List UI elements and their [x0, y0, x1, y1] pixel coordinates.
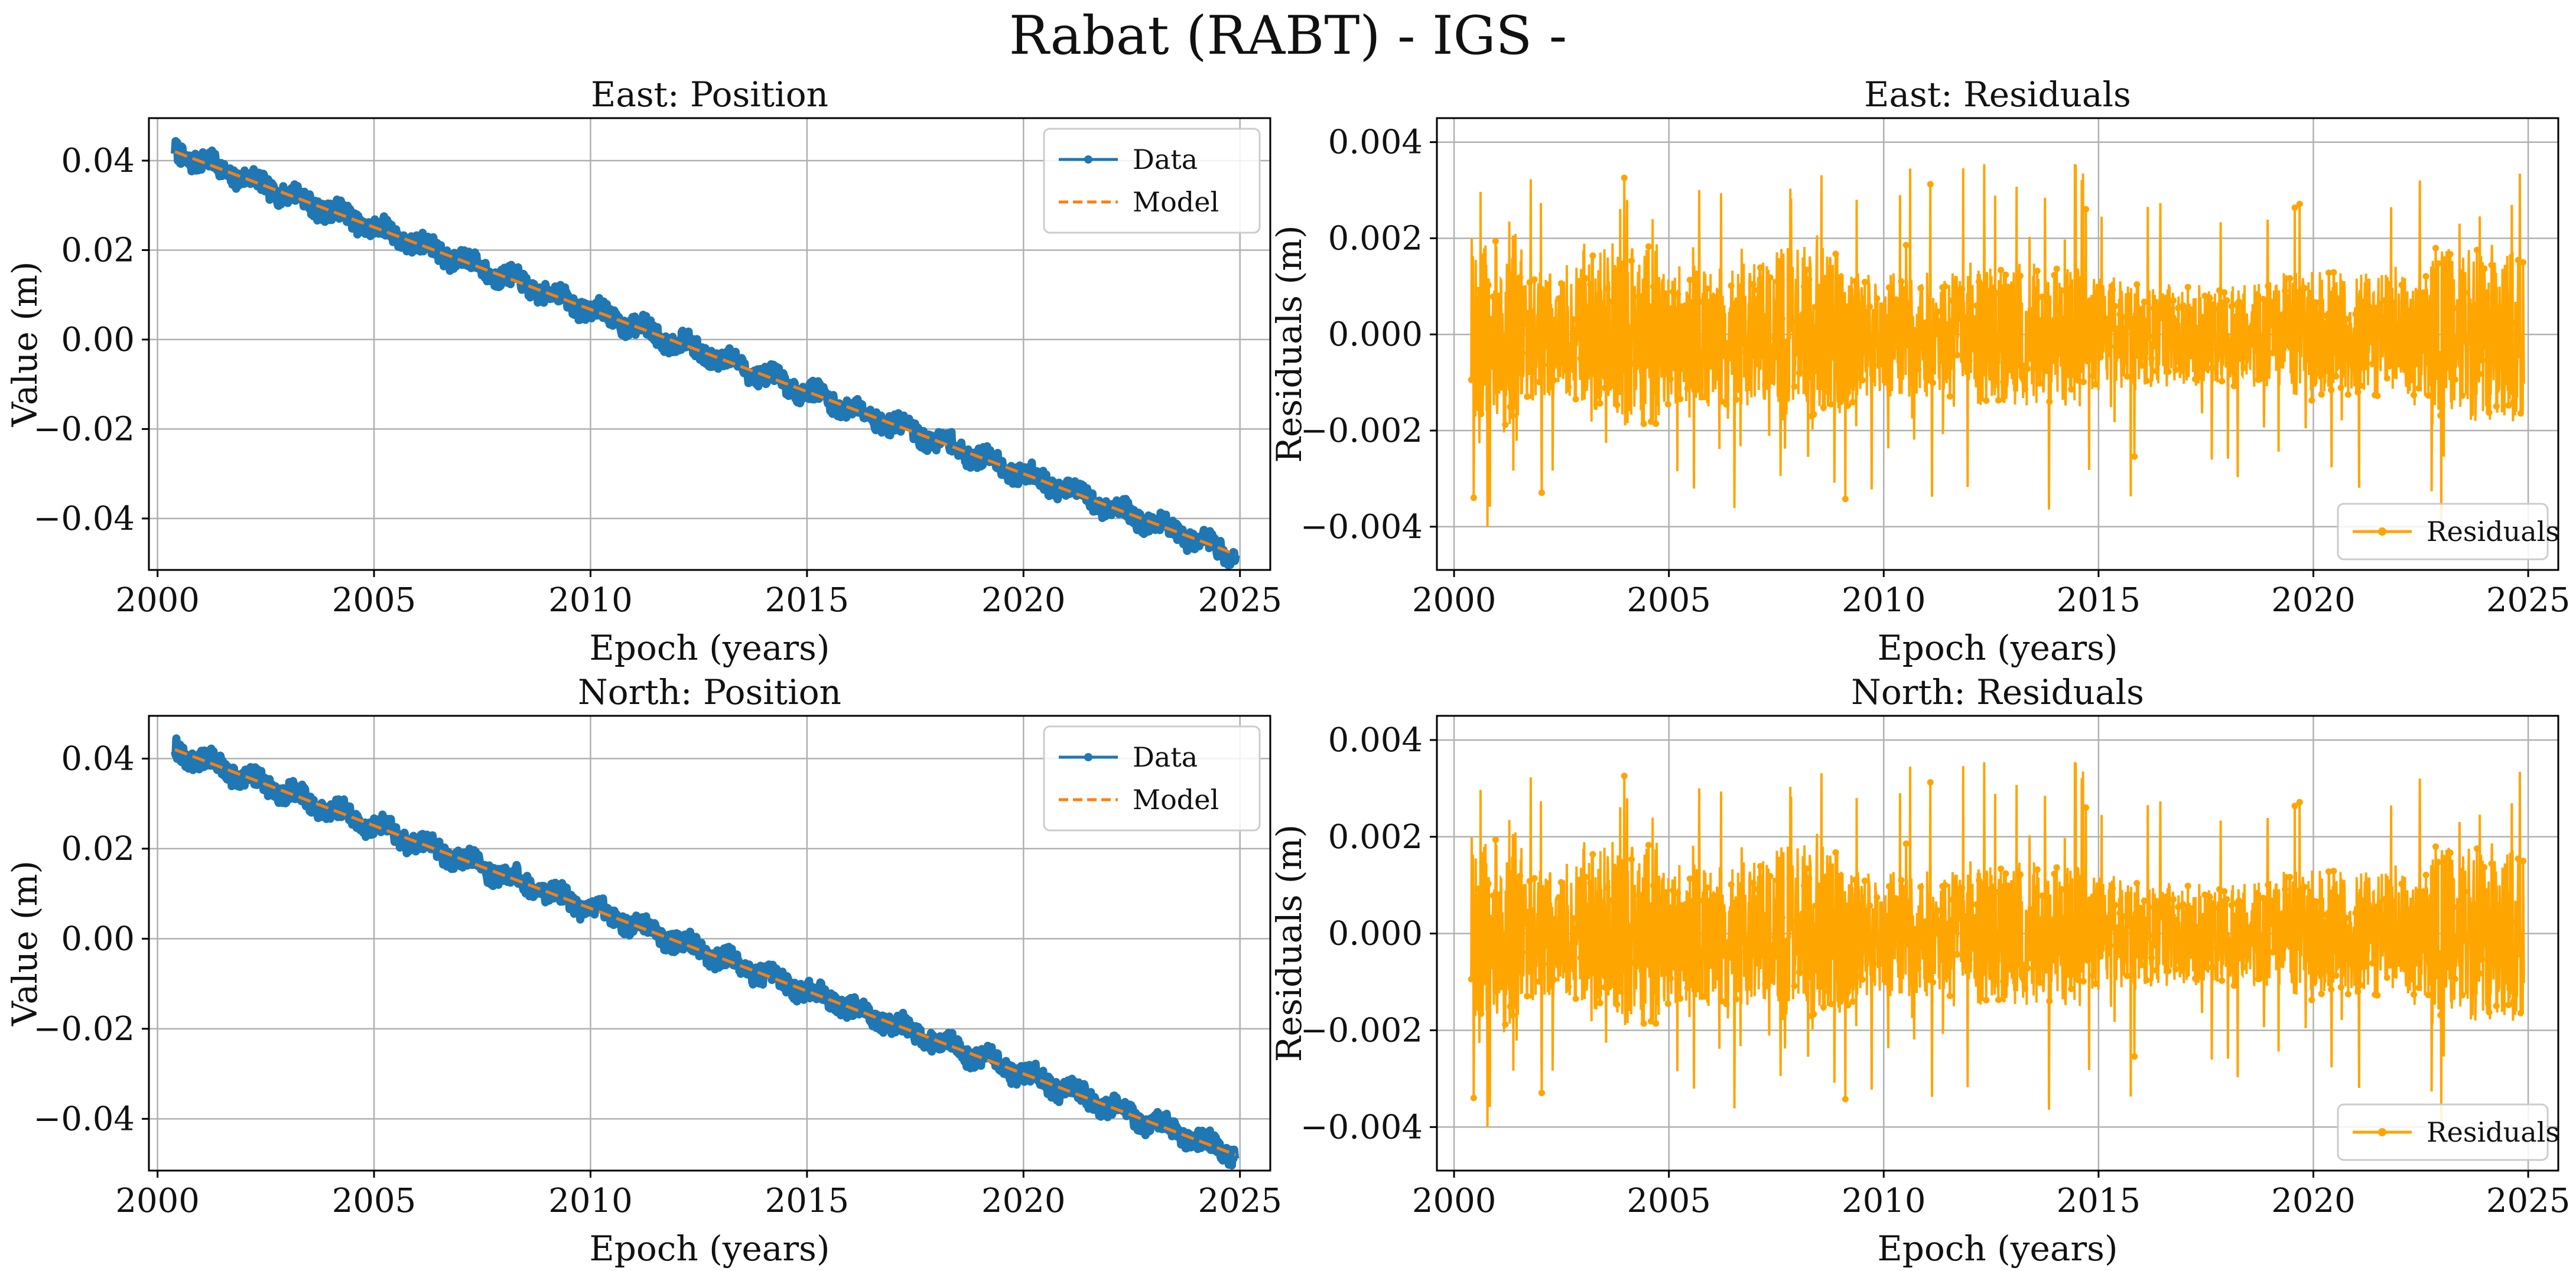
x-tick-label: 2005 [1627, 1182, 1711, 1220]
legend-box [1043, 128, 1261, 234]
x-tick-label: 2015 [765, 1182, 850, 1220]
y-tick-label: 0.004 [1328, 721, 1423, 760]
chart-panel-2: 2000 2005 2010 2015 2020 2025 0.004 0.002 0.000 −… [1269, 74, 2570, 668]
legend: Residuals [2337, 1103, 2559, 1161]
x-axis-label: Epoch (years) [1877, 628, 2118, 668]
legend-model-label: Model [1133, 186, 1219, 218]
x-tick-label: 2020 [2271, 581, 2356, 620]
x-tick-label: 2015 [765, 581, 850, 620]
y-tick-label: 0.04 [61, 739, 135, 778]
legend: Residuals [2337, 503, 2559, 560]
plot-area [171, 137, 1240, 569]
y-axis-label: Value (m) [5, 861, 45, 1026]
x-tick-label: 2000 [115, 1182, 200, 1220]
chart-panel-1: 2000 2005 2010 2015 2020 2025 0.04 0.02 0.00 −0.0… [5, 74, 1282, 668]
y-tick-label: 0.00 [61, 920, 135, 958]
legend-model-label: Model [1133, 784, 1219, 816]
model-series-line [174, 150, 1237, 556]
x-tick-label: 2025 [1198, 581, 1282, 620]
y-tick-label: 0.000 [1328, 315, 1423, 354]
axes-frame [1436, 715, 2559, 1172]
y-axis-label: Value (m) [5, 261, 45, 427]
y-tick-label: 0.002 [1328, 818, 1423, 856]
y-tick-label: −0.02 [33, 410, 135, 448]
x-tick-label: 2020 [981, 1182, 1066, 1220]
plot-area [1468, 164, 2527, 527]
chart-panel-4: 2000 2005 2010 2015 2020 2025 0.004 0.002 0.000 −… [1269, 672, 2570, 1269]
y-tick-label: 0.04 [61, 142, 135, 180]
x-tick-label: 2010 [1842, 581, 1926, 620]
axes-title: East: Residuals [1864, 74, 2131, 115]
legend-box [1043, 725, 1261, 832]
legend-residuals-label: Residuals [2427, 516, 2559, 547]
plot-area [1468, 762, 2527, 1128]
legend-box [2337, 503, 2549, 560]
y-tick-label: −0.04 [33, 500, 135, 538]
legend: Data Model [1043, 128, 1261, 234]
residuals-series-markers [1468, 174, 2527, 503]
x-tick-label: 2015 [2057, 581, 2141, 620]
y-tick-label: −0.004 [1300, 1108, 1423, 1146]
x-tick-label: 2025 [1198, 1182, 1282, 1220]
y-tick-label: 0.02 [61, 830, 135, 868]
figure-title: Rabat (RABT) - IGS - [1009, 5, 1567, 67]
x-tick-label: 2020 [981, 581, 1066, 620]
legend-residuals-marker [2378, 527, 2386, 536]
chart-panel-3: 2000 2005 2010 2015 2020 2025 0.04 0.02 0.00 −0.0… [5, 672, 1282, 1269]
axes-frame [148, 117, 1271, 571]
axes-title: East: Position [591, 74, 828, 115]
residuals-series-markers [1468, 773, 2527, 1103]
data-series-markers [174, 141, 1237, 566]
y-tick-label: −0.02 [33, 1010, 135, 1048]
x-axis-label: Epoch (years) [589, 628, 830, 668]
x-tick-label: 2010 [1842, 1182, 1926, 1220]
legend-data-label: Data [1133, 144, 1198, 175]
axes-frame [1436, 117, 2559, 571]
x-tick-label: 2000 [1412, 1182, 1497, 1220]
x-tick-label: 2010 [548, 581, 633, 620]
legend-data-marker [1084, 753, 1092, 761]
y-tick-label: 0.002 [1328, 219, 1423, 258]
x-tick-label: 2025 [2486, 1182, 2571, 1220]
y-tick-label: −0.04 [33, 1100, 135, 1138]
x-tick-label: 2020 [2271, 1182, 2356, 1220]
axes-frame [148, 715, 1271, 1172]
legend-box [2337, 1103, 2549, 1161]
axes-title: North: Position [578, 672, 841, 712]
x-tick-label: 2000 [115, 581, 200, 620]
x-axis-label: Epoch (years) [1877, 1228, 2118, 1269]
y-axis-label: Residuals (m) [1269, 225, 1309, 462]
model-series-line [174, 748, 1237, 1156]
x-tick-label: 2010 [548, 1182, 633, 1220]
data-series-markers [174, 738, 1237, 1166]
y-tick-label: 0.02 [61, 231, 135, 269]
legend-data-label: Data [1133, 741, 1198, 773]
y-axis-label: Residuals (m) [1269, 824, 1309, 1062]
legend-data-marker [1084, 155, 1092, 164]
x-tick-label: 2000 [1412, 581, 1497, 620]
y-tick-label: −0.004 [1300, 508, 1423, 546]
legend-residuals-label: Residuals [2427, 1116, 2559, 1148]
y-tick-label: 0.000 [1328, 915, 1423, 953]
y-tick-label: −0.002 [1300, 412, 1423, 450]
x-axis-label: Epoch (years) [589, 1228, 830, 1269]
axes-title: North: Residuals [1851, 672, 2144, 712]
x-tick-label: 2005 [332, 581, 417, 620]
x-tick-label: 2015 [2057, 1182, 2141, 1220]
y-tick-label: 0.004 [1328, 123, 1423, 162]
y-tick-label: 0.00 [61, 321, 135, 359]
legend: Data Model [1043, 725, 1261, 832]
x-tick-label: 2005 [1627, 581, 1711, 620]
plot-area [171, 734, 1240, 1170]
x-tick-label: 2025 [2486, 581, 2571, 620]
x-tick-label: 2005 [332, 1182, 417, 1220]
legend-residuals-marker [2378, 1128, 2386, 1136]
y-tick-label: −0.002 [1300, 1011, 1423, 1050]
